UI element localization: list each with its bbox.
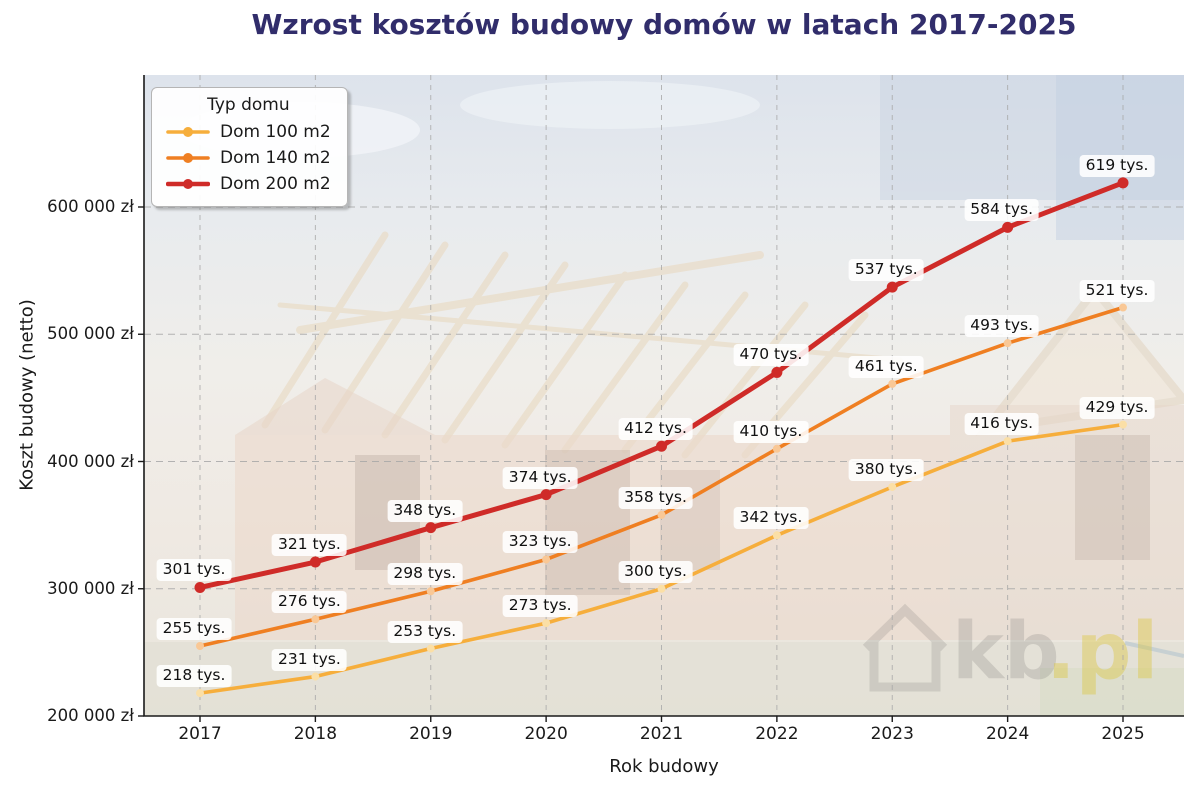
watermark-text-accent: .pl [1046,607,1158,697]
x-axis-label: Rok budowy [609,756,719,777]
legend-item-label: Dom 100 m2 [220,122,331,142]
data-point-label: 537 tys. [848,259,924,282]
data-point-label: 470 tys. [733,344,809,367]
data-point-label: 255 tys. [156,618,232,640]
data-point-marker-dom-140-m2 [657,510,666,519]
data-point-marker-dom-200-m2 [1002,221,1014,233]
data-point-marker-dom-200-m2 [309,556,321,568]
x-tick-label: 2025 [1101,724,1145,744]
y-tick-label: 600 000 zł [47,197,134,216]
data-point-label: 323 tys. [502,531,578,554]
data-point-label: 358 tys. [618,486,693,509]
x-tick-label: 2019 [409,724,453,744]
data-point-marker-dom-100-m2 [196,689,204,698]
data-point-label: 321 tys. [271,534,347,557]
data-point-marker-dom-100-m2 [426,644,435,653]
y-tick-label: 400 000 zł [47,451,134,471]
data-point-label: 276 tys. [271,591,347,614]
x-tick-label: 2018 [293,724,338,744]
x-tick-label: 2022 [755,724,799,744]
data-point-marker-dom-200-m2 [771,366,783,378]
data-point-label: 410 tys. [733,420,809,443]
data-point-marker-dom-100-m2 [657,584,666,593]
data-point-marker-dom-100-m2 [1003,437,1012,446]
data-point-marker-dom-200-m2 [656,440,667,452]
data-point-label: 300 tys. [618,560,693,583]
data-point-label: 493 tys. [964,315,1040,338]
data-point-marker-dom-140-m2 [1119,303,1127,312]
watermark: kb .pl [862,603,1158,697]
data-point-label: 584 tys. [964,199,1040,222]
legend-swatch-icon [166,153,210,163]
series-lines [194,177,1129,698]
data-point-label: 253 tys. [387,620,463,643]
data-point-label: 374 tys. [502,466,578,489]
data-point-label: 380 tys. [848,458,924,481]
data-point-marker-dom-100-m2 [1119,420,1127,429]
data-point-label: 218 tys. [156,665,232,688]
data-point-marker-dom-200-m2 [425,522,437,534]
x-tick-label: 2021 [639,724,684,744]
data-point-marker-dom-140-m2 [196,642,204,651]
data-point-marker-dom-100-m2 [772,531,781,540]
x-tick-label: 2017 [178,724,222,744]
tick-marks [138,206,1124,722]
data-point-label: 521 tys. [1079,279,1155,302]
data-point-marker-dom-100-m2 [311,672,320,681]
legend-item: Dom 100 m2 [164,119,333,145]
data-point-marker-dom-140-m2 [1003,339,1012,348]
watermark-text-dark: kb [952,607,1060,697]
data-point-marker-dom-140-m2 [426,587,435,596]
y-tick-label: 300 000 zł [47,578,134,598]
legend-swatch-icon [166,179,210,189]
data-point-label: 429 tys. [1079,396,1155,419]
data-point-label: 301 tys. [156,559,232,582]
data-point-label: 416 tys. [964,413,1040,436]
data-point-marker-dom-140-m2 [888,379,897,388]
data-point-label: 619 tys. [1079,154,1155,177]
legend-title: Typ domu [207,95,290,115]
data-point-marker-dom-100-m2 [542,619,551,628]
watermark-house-icon [862,603,948,692]
data-point-marker-dom-200-m2 [1117,177,1129,189]
data-point-marker-dom-140-m2 [772,444,781,453]
legend-item: Dom 140 m2 [164,145,333,171]
data-point-label: 298 tys. [387,563,463,586]
x-tick-label: 2020 [524,724,568,744]
legend: Typ domu Dom 100 m2 Dom 140 m2 Dom 200 m2 [151,87,348,207]
y-tick-label: 200 000 zł [47,706,134,725]
data-point-label: 461 tys. [848,355,924,378]
legend-item: Dom 200 m2 [164,171,333,197]
data-point-label: 273 tys. [502,595,578,618]
legend-item-label: Dom 140 m2 [220,148,331,168]
data-point-marker-dom-200-m2 [540,489,552,501]
data-point-label: 348 tys. [387,499,463,522]
data-point-label: 412 tys. [618,418,693,441]
chart-title: Wzrost kosztów budowy domów w latach 201… [251,8,1077,41]
legend-item-label: Dom 200 m2 [220,174,331,194]
y-axis-label: Koszt budowy (netto) [16,299,38,491]
legend-swatch-icon [166,127,210,137]
data-point-marker-dom-140-m2 [542,555,551,564]
data-point-marker-dom-200-m2 [194,581,206,593]
x-tick-label: 2024 [985,724,1030,744]
gridlines [144,75,1184,716]
x-tick-label: 2023 [870,724,914,744]
data-point-label: 231 tys. [271,648,347,671]
data-point-marker-dom-140-m2 [311,615,320,624]
y-tick-label: 500 000 zł [47,324,134,344]
data-point-marker-dom-100-m2 [888,482,897,491]
data-point-marker-dom-200-m2 [886,281,898,293]
data-point-label: 342 tys. [733,507,809,530]
